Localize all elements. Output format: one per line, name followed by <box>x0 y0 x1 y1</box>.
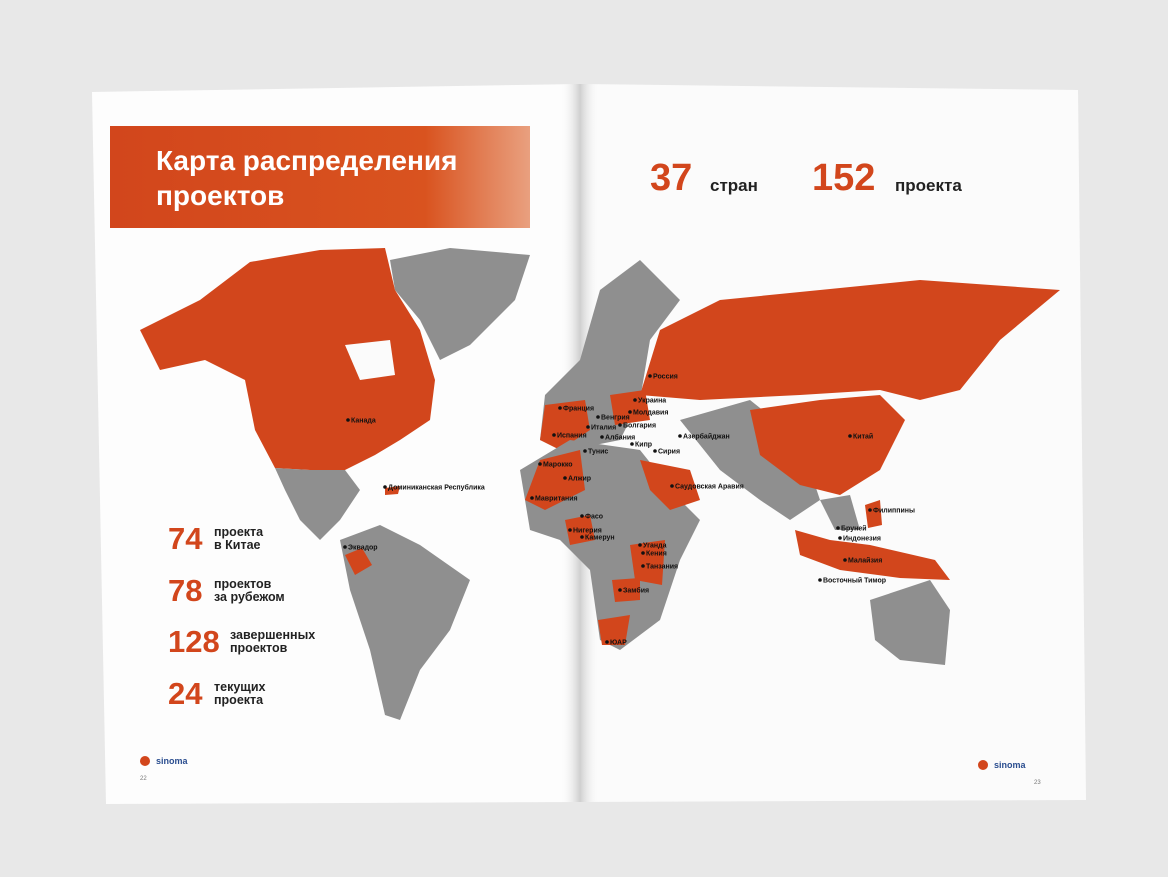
map-dot <box>818 578 822 582</box>
map-dot <box>618 588 622 592</box>
map-label: Россия <box>653 374 678 381</box>
stat-label: стран <box>710 176 758 195</box>
map-dot <box>563 476 567 480</box>
stat-label: проекта <box>214 693 264 707</box>
map-label: Китай <box>853 433 873 441</box>
logo-icon <box>140 756 150 766</box>
map-dot <box>618 423 622 427</box>
map-label: Мавритания <box>535 496 578 503</box>
logo: sinoma <box>156 756 189 766</box>
logo: sinoma <box>994 760 1027 770</box>
world-map <box>140 248 1060 720</box>
map-label: Франция <box>563 406 594 413</box>
map-dot <box>868 508 872 512</box>
map-label: Испания <box>557 433 587 440</box>
stat-label: проектов <box>214 577 272 591</box>
map-label: Болгария <box>623 423 656 430</box>
logo-icon <box>978 760 988 770</box>
map-label: Молдавия <box>633 410 668 417</box>
map-label: Албания <box>605 434 635 442</box>
map-dot <box>638 543 642 547</box>
map-label: Италия <box>591 425 616 432</box>
map-dot <box>552 433 556 437</box>
title-line: проектов <box>156 180 284 211</box>
stat-number: 24 <box>168 676 203 711</box>
map-dot <box>383 485 387 489</box>
map-dot <box>605 640 609 644</box>
map-label: Алжир <box>568 476 591 483</box>
stat-label: проектов <box>230 641 288 655</box>
map-label: Филиппины <box>873 508 915 515</box>
map-label: Саудовская Аравия <box>675 484 744 491</box>
stat-label: текущих <box>214 680 266 694</box>
map-dot <box>843 558 847 562</box>
stat-label: за рубежом <box>214 590 285 604</box>
stat-number: 78 <box>168 573 202 608</box>
map-label: Индонезия <box>843 536 881 543</box>
map-label: Кипр <box>635 442 652 449</box>
stat-label: проекта <box>895 176 962 195</box>
map-dot <box>600 435 604 439</box>
map-label: Малайзия <box>848 557 882 565</box>
map-label: Украина <box>638 398 666 405</box>
map-dot <box>343 545 347 549</box>
map-dot <box>836 526 840 530</box>
map-label: Танзания <box>646 564 678 571</box>
map-label: Азербайджан <box>683 433 730 441</box>
map-label: Фасо <box>585 514 603 521</box>
map-label: Бруней <box>841 525 867 533</box>
map-label: ЮАР <box>610 640 627 647</box>
map-label: Кения <box>646 551 667 558</box>
map-dot <box>848 434 852 438</box>
map-label: Сирия <box>658 449 680 456</box>
map-label: Замбия <box>623 587 649 595</box>
map-dot <box>670 484 674 488</box>
map-label: Камерун <box>585 535 615 542</box>
map-dot <box>641 551 645 555</box>
map-dot <box>641 564 645 568</box>
stat-number: 37 <box>650 157 692 199</box>
map-label: Восточный Тимор <box>823 577 886 585</box>
map-label: Канада <box>351 418 376 425</box>
map-dot <box>596 415 600 419</box>
top-stats: 37 стран 152 проекта <box>650 157 962 199</box>
map-label: Тунис <box>588 449 608 456</box>
map-dot <box>653 449 657 453</box>
map-dot <box>648 374 652 378</box>
map-dot <box>838 536 842 540</box>
map-label: Доминиканская Республика <box>388 484 485 492</box>
map-label: Уганда <box>643 543 667 550</box>
map-label: Эквадор <box>348 545 378 552</box>
stat-label: завершенных <box>230 628 315 642</box>
stat-number: 152 <box>812 157 875 199</box>
page-number: 23 <box>1034 780 1041 786</box>
title-banner <box>110 126 530 228</box>
map-dot <box>628 410 632 414</box>
map-label: Марокко <box>543 462 573 469</box>
map-dot <box>633 398 637 402</box>
stat-number: 74 <box>168 521 203 556</box>
map-dot <box>580 535 584 539</box>
map-dot <box>530 496 534 500</box>
map-dot <box>346 418 350 422</box>
map-labels: Канада Доминиканская Республика Эквадор Фра… <box>343 374 915 647</box>
map-dot <box>586 425 590 429</box>
stat-label: в Китае <box>214 538 261 552</box>
map-label: Нигерия <box>573 528 602 535</box>
map-dot <box>558 406 562 410</box>
page-number: 22 <box>140 776 147 782</box>
map-dot <box>678 434 682 438</box>
map-dot <box>580 514 584 518</box>
map-dot <box>568 528 572 532</box>
stat-number: 128 <box>168 624 220 659</box>
map-label: Венгрия <box>601 415 630 422</box>
stat-label: проекта <box>214 525 264 539</box>
title-line: Карта распределения <box>156 145 457 176</box>
map-dot <box>630 442 634 446</box>
map-dot <box>583 449 587 453</box>
map-dot <box>538 462 542 466</box>
